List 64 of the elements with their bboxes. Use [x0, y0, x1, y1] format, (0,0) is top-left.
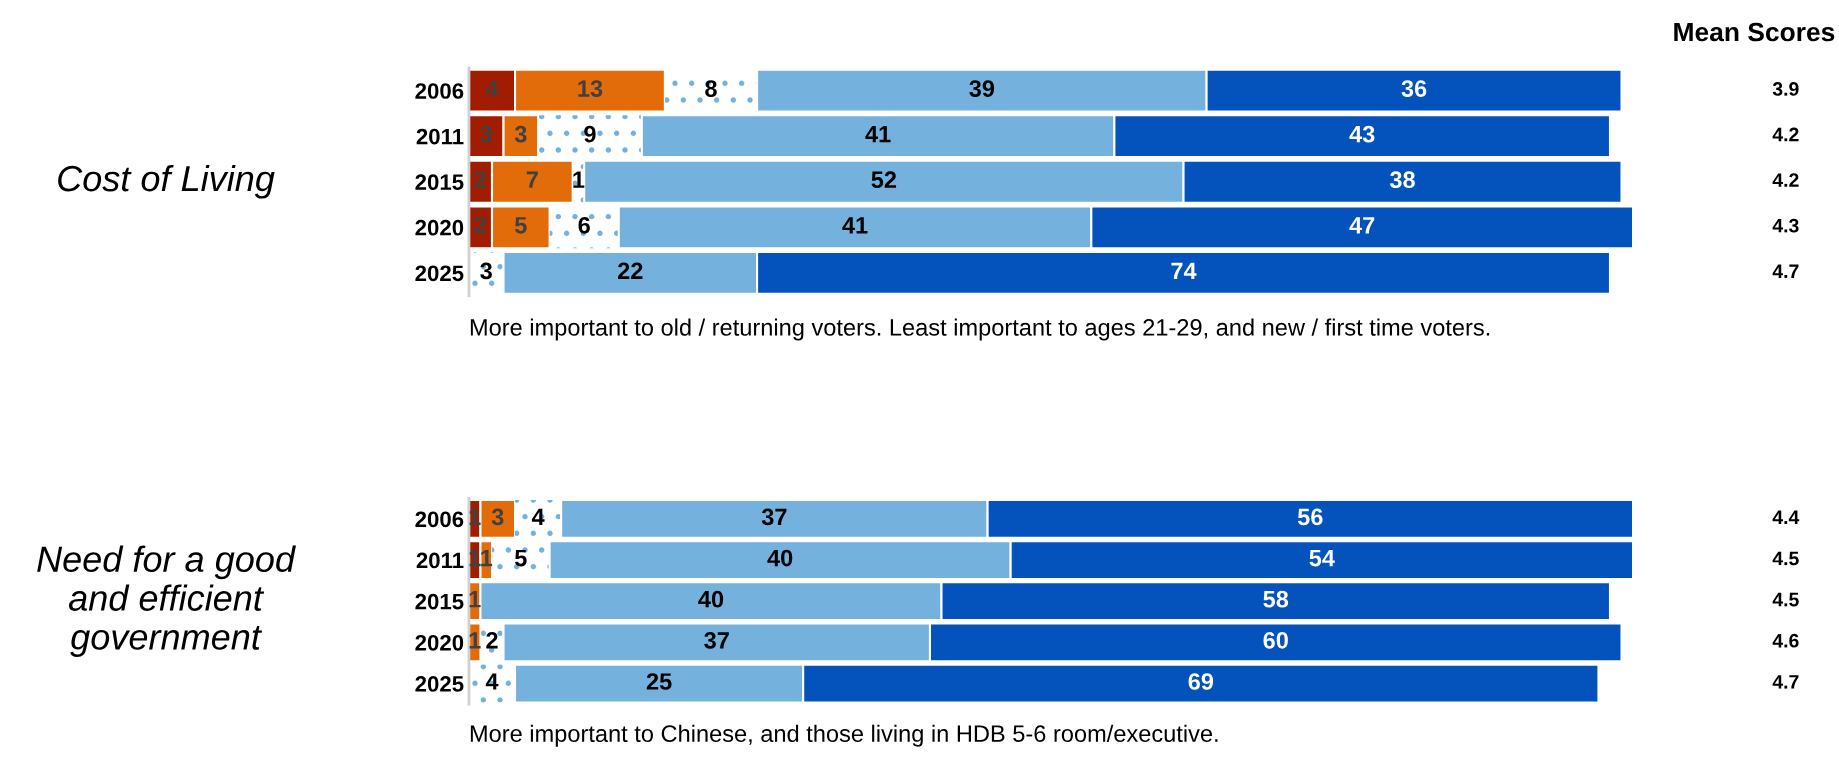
data-label: 7 [526, 171, 538, 188]
text: 4.7 [1772, 675, 1799, 689]
data-label: 2 [474, 216, 487, 234]
data-label: 22 [617, 262, 643, 279]
y-tick-label: 2006 [415, 83, 464, 99]
data-label: 40 [698, 590, 724, 608]
y-tick-label: 2011 [416, 552, 464, 569]
data-label: 3 [514, 125, 527, 143]
data-label: 41 [865, 126, 891, 143]
data-label: 58 [1263, 590, 1289, 608]
text: 4.4 [1772, 510, 1800, 524]
data-label: 69 [1188, 673, 1214, 690]
data-label: 4 [485, 80, 499, 97]
data-label: 60 [1263, 631, 1288, 649]
data-label: 43 [1349, 125, 1375, 143]
data-label: 9 [584, 125, 596, 143]
data-label: 4 [485, 673, 499, 690]
text: 3.9 [1772, 82, 1799, 96]
data-label: 25 [646, 673, 672, 690]
text: More important to old / returning voters. Least important to ages 21-29, and new / first time voters. [470, 318, 1490, 341]
y-tick-label: 2015 [415, 593, 464, 610]
data-label: 36 [1401, 80, 1427, 97]
data-label: 3 [491, 508, 504, 526]
text: Cost of Living [58, 164, 275, 199]
data-label: 41 [842, 217, 868, 234]
text: More important to Chinese, and those living in HDB 5-6 room/executive. [470, 724, 1218, 747]
data-label: 4 [531, 508, 545, 526]
data-label: 2 [486, 631, 498, 649]
data-label: 2 [474, 171, 487, 188]
text: 4.7 [1772, 264, 1799, 278]
data-label: 1 [573, 171, 585, 188]
y-tick-label: 2020 [415, 219, 464, 236]
y2-axis-title: Mean Scores [1674, 22, 1835, 42]
data-label: 40 [767, 549, 793, 567]
text: 4.5 [1772, 592, 1799, 607]
text: Need for a good and efficient government [37, 545, 296, 657]
data-label: 8 [705, 80, 717, 97]
text: 4.6 [1772, 633, 1799, 648]
data-label: 3 [480, 125, 492, 143]
data-label: 52 [871, 171, 897, 189]
text: 4.3 [1772, 218, 1799, 233]
text: 4.2 [1772, 127, 1799, 142]
data-label: 5 [514, 549, 527, 567]
data-label: 38 [1389, 171, 1415, 189]
y-tick-label: 2011 [416, 128, 464, 145]
data-label: 47 [1349, 217, 1375, 234]
data-label: 13 [578, 80, 603, 97]
y-tick-label: 2020 [415, 634, 464, 651]
data-label: 37 [761, 508, 787, 526]
data-label: 3 [480, 262, 492, 280]
data-label: 39 [969, 80, 995, 97]
data-label: 74 [1171, 262, 1197, 279]
data-label: 56 [1297, 508, 1323, 526]
text: 4.5 [1772, 551, 1799, 566]
bar [515, 499, 562, 538]
y-tick-label: 2006 [415, 511, 464, 528]
data-label: 54 [1309, 549, 1335, 567]
y-tick-label: 2025 [415, 265, 464, 282]
text: 4.2 [1772, 173, 1799, 187]
y-tick-label: 2025 [415, 676, 464, 692]
data-label: 6 [578, 216, 590, 234]
data-label: 5 [514, 217, 527, 234]
data-label: 37 [704, 631, 729, 649]
y-tick-label: 2015 [415, 174, 464, 191]
